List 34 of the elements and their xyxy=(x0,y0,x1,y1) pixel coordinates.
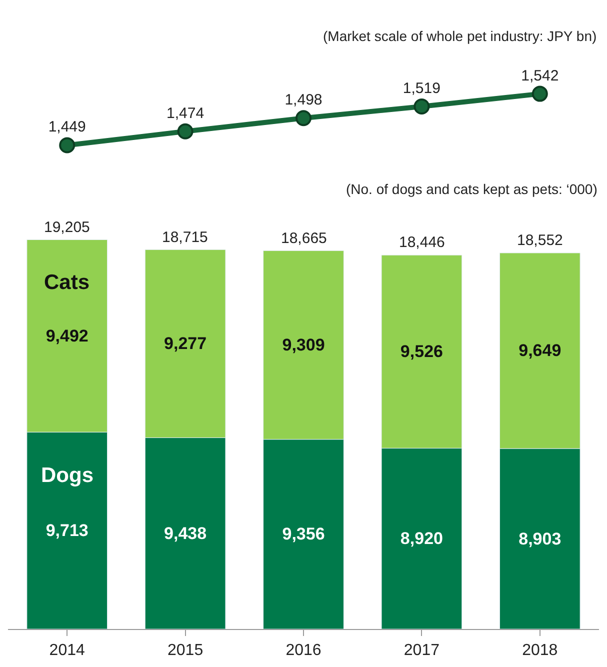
data-label: 9,356 xyxy=(282,524,325,544)
x-tick-label: 2014 xyxy=(49,642,85,660)
data-label: 8,903 xyxy=(518,529,562,548)
data-label: 8,920 xyxy=(400,529,443,548)
data-label: 1,542 xyxy=(521,67,559,84)
data-label: 9,492 xyxy=(46,326,88,346)
series-label: Cats xyxy=(44,271,90,294)
data-label: 1,449 xyxy=(48,118,86,136)
point xyxy=(59,137,76,154)
data-label: 9,713 xyxy=(46,521,88,540)
data-label: 9,277 xyxy=(164,334,207,354)
point xyxy=(414,98,430,115)
total-label: 18,552 xyxy=(517,232,563,249)
point xyxy=(296,110,312,126)
chart-title: (Market scale of whole pet industry: JPY bn) xyxy=(323,28,597,44)
total-label: 18,715 xyxy=(162,229,208,246)
chart-title: (No. of dogs and cats kept as pets: ‘000) xyxy=(346,181,598,197)
total-label: 19,205 xyxy=(44,219,90,236)
data-label: 9,649 xyxy=(518,341,562,360)
x-tick-label: 2018 xyxy=(522,642,558,660)
total-label: 18,446 xyxy=(399,234,445,251)
data-label: 9,526 xyxy=(400,342,443,362)
total-label: 18,665 xyxy=(281,230,327,247)
point xyxy=(177,123,194,140)
series-label: Dogs xyxy=(41,464,94,487)
data-label: 9,309 xyxy=(282,336,325,354)
data-label: 9,438 xyxy=(164,524,207,543)
x-tick-label: 2016 xyxy=(286,642,322,660)
data-label: 1,474 xyxy=(166,104,204,122)
data-label: 1,519 xyxy=(402,80,440,98)
x-tick-label: 2017 xyxy=(404,642,440,660)
x-tick-label: 2015 xyxy=(168,642,204,660)
point xyxy=(532,86,548,102)
data-label: 1,498 xyxy=(284,92,322,109)
